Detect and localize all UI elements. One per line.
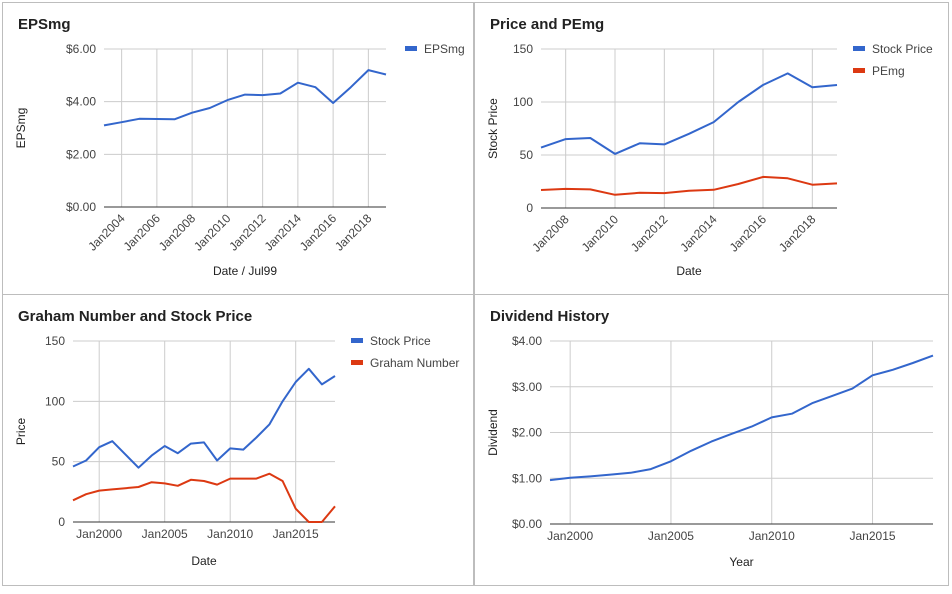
x-axis-title: Year (729, 555, 753, 569)
legend-swatch (853, 68, 865, 73)
x-tick-label: Jan2012 (226, 211, 269, 254)
y-tick-label: $4.00 (512, 334, 542, 348)
legend-swatch (351, 360, 363, 365)
legend-swatch (853, 46, 865, 51)
y-tick-label: 150 (45, 334, 65, 348)
legend-label: Stock Price (872, 42, 933, 56)
dividend-chart-svg: $0.00 $1.00 $2.00 $3.00 $4.00 Jan2000 Jan2005 J… (486, 334, 934, 569)
y-tick-label: 100 (513, 95, 533, 109)
x-tick-label: Jan2010 (207, 527, 253, 541)
legend-swatch (405, 46, 417, 51)
series-line (549, 354, 934, 482)
x-tick-label: Jan2005 (648, 529, 694, 543)
eps-chart-panel: EPSmg $0.00 $2.00 $4.00 $6.00 Jan2004 Jan2006… (2, 2, 474, 295)
series-line (72, 367, 336, 469)
x-tick-label: Jan2015 (850, 529, 896, 543)
y-axis-title: Dividend (486, 409, 500, 456)
x-tick-label: Jan2018 (776, 212, 819, 255)
y-tick-label: $4.00 (66, 95, 96, 109)
x-axis-title: Date (676, 264, 702, 278)
x-tick-label: Jan2016 (297, 211, 340, 254)
legend-label: EPSmg (424, 42, 465, 56)
dividend-chart-panel: Dividend History $0.00 $1.00 $2.00 $3.00 $4.… (474, 294, 949, 586)
x-tick-label: Jan2010 (579, 212, 622, 255)
x-tick-label: Jan2000 (76, 527, 122, 541)
y-tick-label: $6.00 (66, 42, 96, 56)
y-tick-label: $0.00 (66, 200, 96, 214)
y-tick-label: 100 (45, 394, 65, 408)
y-axis-title: Stock Price (486, 98, 500, 159)
legend-swatch (351, 338, 363, 343)
y-tick-label: 0 (58, 515, 65, 529)
x-tick-label: Jan2012 (628, 212, 671, 255)
x-tick-label: Jan2005 (142, 527, 188, 541)
legend-label: PEmg (872, 64, 905, 78)
series-line (72, 472, 336, 523)
y-tick-label: 50 (52, 455, 66, 469)
x-tick-label: Jan2014 (677, 212, 720, 255)
y-tick-label: 150 (513, 42, 533, 56)
series-line (103, 69, 387, 127)
series-line (540, 175, 838, 196)
graham-chart-panel: Graham Number and Stock Price 0 50 100 150 J… (2, 294, 474, 586)
x-tick-label: Jan2014 (262, 211, 305, 254)
legend-label: Graham Number (370, 356, 459, 370)
y-tick-label: 50 (520, 148, 534, 162)
x-tick-label: Jan2006 (121, 211, 164, 254)
x-tick-label: Jan2004 (85, 211, 128, 254)
x-tick-label: Jan2010 (191, 211, 234, 254)
legend-label: Stock Price (370, 334, 431, 348)
x-axis-title: Date / Jul99 (213, 264, 277, 278)
chart-title: EPSmg (18, 16, 71, 33)
x-tick-label: Jan2000 (547, 529, 593, 543)
x-tick-label: Jan2008 (156, 211, 199, 254)
y-axis-title: EPSmg (14, 108, 28, 149)
y-tick-label: $2.00 (66, 147, 96, 161)
graham-chart-svg: 0 50 100 150 Jan2000 Jan2005 Jan2010 Jan2015 Dat… (14, 334, 459, 568)
chart-title: Graham Number and Stock Price (18, 308, 253, 325)
y-tick-label: $3.00 (512, 380, 542, 394)
chart-title: Dividend History (490, 308, 610, 325)
y-tick-label: $1.00 (512, 471, 542, 485)
chart-title: Price and PEmg (490, 16, 605, 33)
x-tick-label: Jan2015 (273, 527, 319, 541)
price-pe-chart-panel: Price and PEmg 0 50 100 150 Jan2008 Jan2010 Ja… (474, 2, 949, 295)
y-tick-label: $2.00 (512, 426, 542, 440)
y-tick-label: $0.00 (512, 517, 542, 531)
series-line (540, 72, 838, 155)
x-tick-label: Jan2018 (332, 211, 375, 254)
y-tick-label: 0 (526, 201, 533, 215)
x-tick-label: Jan2010 (749, 529, 795, 543)
x-axis-title: Date (191, 554, 217, 568)
eps-chart-svg: $0.00 $2.00 $4.00 $6.00 Jan2004Jan2006Jan200… (14, 42, 465, 278)
x-tick-label: Jan2016 (727, 212, 770, 255)
x-tick-label: Jan2008 (529, 212, 572, 255)
y-axis-title: Price (14, 418, 28, 446)
